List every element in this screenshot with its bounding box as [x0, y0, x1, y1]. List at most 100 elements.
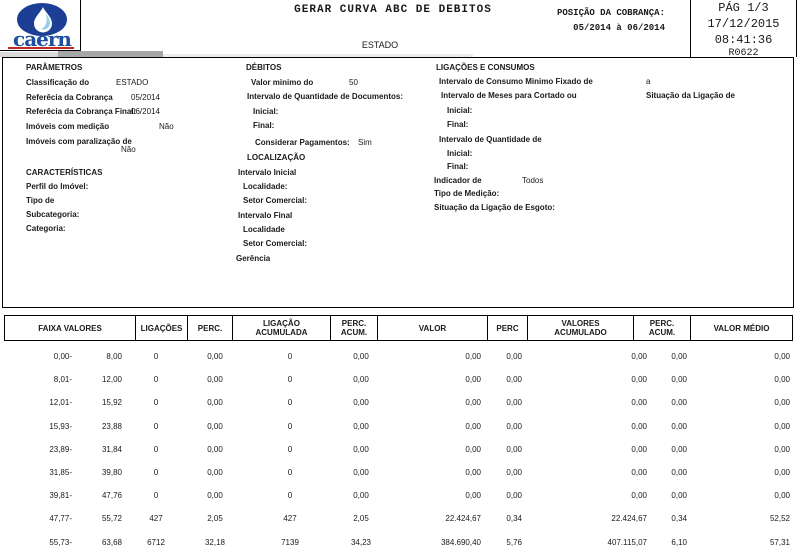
table-cell: 0,00: [353, 444, 369, 454]
logo-tagline-line: [8, 47, 74, 49]
meses-cortado-label: Intervalo de Meses para Cortado ou: [441, 91, 577, 100]
table-cell: 0,00: [506, 468, 522, 477]
table-cell: 0,00: [671, 444, 687, 454]
table-row: 47,77- 55,72 427 2,05 427 2,05 22.424,67 0,34 22…: [0, 514, 798, 524]
imoveis-paralizacao-value: Não: [121, 145, 136, 154]
table-cell: 0: [153, 375, 159, 385]
categoria-label: Categoria:: [26, 224, 66, 233]
table-cell: 0,00: [207, 375, 223, 385]
considerar-pagamentos-label: Considerar Pagamentos:: [255, 138, 350, 147]
considerar-pagamentos-value: Sim: [358, 138, 372, 147]
table-row: 15,93- 23,88 0 0,00 0 0,00 0,00 0,00 0,00 0,00 0,0…: [0, 422, 798, 432]
table-cell: 23,88: [101, 421, 122, 431]
table-cell: 0,00: [353, 468, 369, 477]
perfil-label: Perfil do Imóvel:: [26, 182, 89, 191]
col-perc-acum: PERC. ACUM.: [331, 316, 378, 340]
table-cell: 2,05: [353, 514, 369, 524]
table-cell: 8,00: [106, 352, 122, 361]
col-perc: PERC.: [188, 316, 233, 340]
table-cell: 0,00: [353, 375, 369, 385]
table-cell: 12,00: [101, 375, 122, 385]
table-cell: 0,00: [353, 398, 369, 408]
section-parametros: PARÂMETROS: [26, 63, 83, 72]
tipo-label: Tipo de: [26, 196, 55, 205]
table-cell: 0,00: [774, 398, 790, 408]
logo-text: caern: [13, 27, 72, 51]
table-cell: 0,00: [774, 468, 790, 477]
intervalo-final-label: Intervalo Final: [238, 211, 293, 220]
table-cell: 0,00: [506, 444, 522, 454]
posicao-value: 05/2014 à 06/2014: [573, 23, 665, 33]
table-cell: 0,00: [631, 352, 647, 361]
parameters-panel: PARÂMETROS Classificação do ESTADO Refer…: [2, 57, 794, 308]
table-cell: 34,23: [350, 537, 372, 547]
table-cell: 15,93-: [49, 421, 72, 431]
referencia-final-value: 06/2014: [131, 107, 160, 116]
table-cell: 55,73-: [49, 537, 72, 547]
table-cell: 6,10: [671, 537, 687, 547]
posicao-cobranca: POSIÇÃO DA COBRANÇA: 05/2014 à 06/2014: [557, 6, 665, 36]
ligacoes-inicial-label: Inicial:: [447, 106, 473, 115]
table-cell: 0,00: [671, 375, 687, 385]
valor-minimo-label: Valor minimo do: [251, 78, 314, 87]
table-cell: 7139: [281, 537, 299, 547]
col-ligacao-acumulada: LIGAÇÃO ACUMULADA: [233, 316, 331, 340]
indicador-value: Todos: [522, 176, 544, 185]
table-cell: 39,80: [101, 468, 122, 477]
report-title: GERAR CURVA ABC DE DEBITOS: [294, 4, 492, 16]
table-cell: 0,00: [671, 421, 687, 431]
table-cell: 0,00: [207, 491, 223, 501]
table-cell: 0: [153, 421, 159, 431]
table-cell: 0: [153, 398, 159, 408]
imoveis-paralizacao-label: Imóveis com paralização de: [26, 137, 132, 146]
table-row: 12,01- 15,92 0 0,00 0 0,00 0,00 0,00 0,00 0,00 0,0…: [0, 398, 798, 408]
table-cell: 5,76: [506, 537, 522, 547]
table-cell: 427: [149, 514, 163, 524]
col-valor-medio: VALOR MÉDIO: [713, 323, 770, 333]
table-row: 31,85- 39,80 0 0,00 0 0,00 0,00 0,00 0,00 0,00 0,0…: [0, 468, 798, 478]
table-cell: 22.424,67: [445, 514, 481, 524]
table-cell: 0,00: [631, 491, 647, 501]
table-cell: 0,00: [631, 398, 647, 408]
table-cell: 22.424,67: [611, 514, 647, 524]
table-cell: 0,00: [631, 375, 647, 385]
section-ligacoes: LIGAÇÕES E CONSUMOS: [436, 63, 535, 72]
table-cell: 0: [287, 491, 293, 501]
table-cell: 55,72: [101, 514, 122, 524]
page-number: PÁG 1/3: [718, 1, 769, 15]
table-cell: 0,00-: [53, 352, 72, 361]
inicial-label: Inicial:: [253, 107, 279, 116]
gerencia-label: Gerência: [236, 254, 271, 263]
table-cell: 0: [287, 398, 293, 408]
table-cell: 0,00: [631, 421, 647, 431]
background-strip: [163, 54, 473, 57]
table-cell: 427: [283, 514, 297, 524]
report-code: R0622: [728, 48, 759, 59]
table-cell: 57,31: [769, 537, 790, 547]
table-cell: 407.115,07: [607, 537, 647, 547]
col-valor: VALOR: [378, 316, 488, 340]
intervalo-quantidade-label: Intervalo de Quantidade de: [439, 135, 542, 144]
table-cell: 0,00: [774, 375, 790, 385]
table-cell: 52,52: [769, 514, 790, 524]
water-drop-icon: [17, 3, 67, 36]
setor-comercial-label: Setor Comercial:: [243, 196, 308, 205]
table-cell: 0,00: [353, 352, 369, 361]
table-cell: 0,00: [774, 352, 790, 361]
table-cell: 0,00: [774, 421, 790, 431]
ligacoes-final2-label: Final:: [447, 162, 469, 171]
table-cell: 0,34: [506, 514, 522, 524]
table-cell: 0,00: [774, 444, 790, 454]
referencia-final-label: Referêcia da Cobrança Final:: [26, 107, 137, 116]
imoveis-medicao-value: Não: [159, 122, 174, 131]
table-cell: 0: [287, 352, 293, 361]
table-cell: 0,00: [207, 444, 223, 454]
tipo-medicao-label: Tipo de Medição:: [434, 189, 500, 198]
referencia-label: Referêcia da Cobrança: [26, 93, 113, 102]
table-cell: 0,00: [465, 468, 481, 477]
table-cell: 0,00: [465, 444, 481, 454]
table-cell: 0,00: [207, 398, 223, 408]
table-cell: 0,00: [506, 398, 522, 408]
table-cell: 0,00: [506, 491, 522, 501]
localidade2-label: Localidade: [243, 225, 285, 234]
